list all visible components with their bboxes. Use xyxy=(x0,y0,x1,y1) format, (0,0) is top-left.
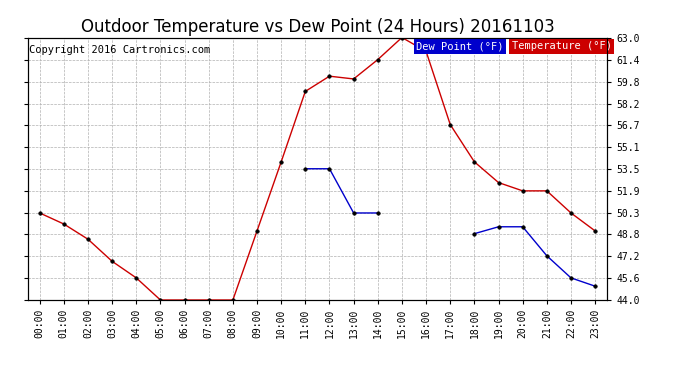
Text: Temperature (°F): Temperature (°F) xyxy=(511,42,611,51)
Text: Copyright 2016 Cartronics.com: Copyright 2016 Cartronics.com xyxy=(29,45,210,56)
Title: Outdoor Temperature vs Dew Point (24 Hours) 20161103: Outdoor Temperature vs Dew Point (24 Hou… xyxy=(81,18,554,36)
Text: Dew Point (°F): Dew Point (°F) xyxy=(416,42,504,51)
